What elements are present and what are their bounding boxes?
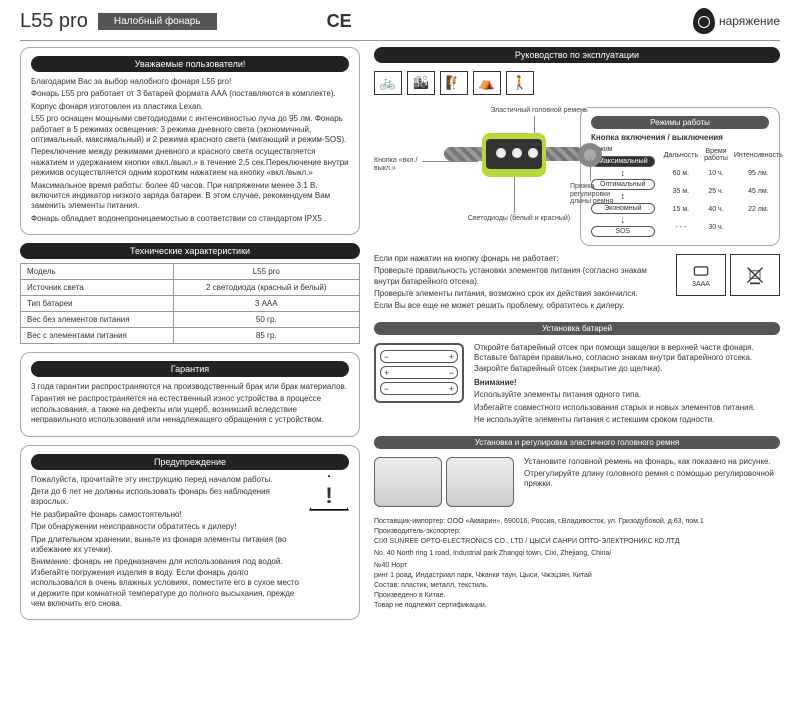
use-icons: 🚲 🏙 🧗 ⛺ 🚶 bbox=[374, 71, 780, 95]
footer-p: Поставщик-импортер: ООО «Акварин», 69001… bbox=[374, 517, 780, 526]
warning-p: При обнаружении неисправности обратитесь… bbox=[31, 522, 303, 532]
specs-table: МодельL55 proИсточник света2 светодиода … bbox=[20, 263, 360, 344]
battery-title: Установка батарей bbox=[374, 322, 780, 335]
footer-p: Производитель-экспортер: bbox=[374, 527, 780, 536]
modes-box: Режимы работы Кнопка включения / выключе… bbox=[580, 107, 780, 246]
table-row: Вес с элементами питания85 гр. bbox=[21, 328, 360, 344]
brand: наряжение bbox=[693, 8, 780, 34]
warranty-p: 3 года гарантии распространяются на прои… bbox=[31, 382, 349, 392]
table-row: Тип батареи3 ААА bbox=[21, 296, 360, 312]
intro-box: Уважаемые пользователи! Благодарим Вас з… bbox=[20, 47, 360, 235]
modes-table: Дальность Время работы Интенсивность 60 … bbox=[661, 146, 786, 237]
table-row: Источник света2 светодиода (красный и бе… bbox=[21, 280, 360, 296]
warning-p: Дети до 6 лет не должны использовать фон… bbox=[31, 487, 303, 508]
battery-cert-icon: 3ААА bbox=[676, 254, 726, 296]
table-row: 60 м.10 ч.95 лм. bbox=[661, 164, 786, 182]
climb-icon: 🧗 bbox=[440, 71, 468, 95]
mode-sos: SOS bbox=[591, 226, 655, 237]
table-row: Вес без элементов питания50 гр. bbox=[21, 312, 360, 328]
city-icon: 🏙 bbox=[407, 71, 435, 95]
trouble-p: Проверьте элементы питания, возможно сро… bbox=[374, 289, 666, 299]
subtitle: Налобный фонарь bbox=[98, 13, 217, 30]
warning-title: Предупреждение bbox=[31, 454, 349, 470]
table-row: 15 м.40 ч.22 лм. bbox=[661, 200, 786, 218]
footer-p: №40 Норт bbox=[374, 561, 780, 570]
warning-p: Не разбирайте фонарь самостоятельно! bbox=[31, 510, 303, 520]
strap-p: Отрегулируйте длину головного ремня с по… bbox=[524, 469, 780, 490]
hike-icon: 🚶 bbox=[506, 71, 534, 95]
warning-p: Внимание: фонарь не предназначен для исп… bbox=[31, 557, 303, 609]
intro-p: Переключение между режимами дневного и к… bbox=[31, 147, 349, 178]
model: L55 pro bbox=[20, 10, 88, 33]
warning-icon: ! bbox=[309, 475, 349, 511]
intro-p: Фонарь L55 pro работает от 3 батарей фор… bbox=[31, 89, 349, 99]
footer-p: Произведено в Китае. bbox=[374, 591, 780, 600]
hdr-dist: Дальность bbox=[661, 146, 701, 164]
warranty-p: Гарантия не распространяется на естестве… bbox=[31, 394, 349, 425]
table-row: - - -30 ч. bbox=[661, 219, 786, 237]
battery-p: Не используйте элементы питания с истекш… bbox=[474, 415, 780, 425]
bike-icon: 🚲 bbox=[374, 71, 402, 95]
warning-box: Предупреждение Пожалуйста, прочитайте эт… bbox=[20, 445, 360, 621]
trouble-p: Проверьте правильность установки элемент… bbox=[374, 266, 666, 287]
intro-p: Благодарим Вас за выбор налобного фонаря… bbox=[31, 77, 349, 87]
table-row: 35 м.25 ч.45 лм. bbox=[661, 182, 786, 200]
specs-box: Технические характеристики МодельL55 pro… bbox=[20, 243, 360, 344]
ce-mark: CE bbox=[327, 11, 352, 32]
warranty-title: Гарантия bbox=[31, 361, 349, 377]
footer: Поставщик-импортер: ООО «Акварин», 69001… bbox=[374, 517, 780, 612]
intro-p: Корпус фонаря изготовлен из пластика Lex… bbox=[31, 102, 349, 112]
intro-p: Максимальное время работы: более 40 часо… bbox=[31, 181, 349, 212]
manual-title: Руководство по эксплуатации bbox=[374, 47, 780, 63]
strap-title: Установка и регулировка эластичного голо… bbox=[374, 436, 780, 449]
intro-p: Фонарь обладает водонепроницаемостью в с… bbox=[31, 214, 349, 224]
intro-title: Уважаемые пользователи! bbox=[31, 56, 349, 72]
strap-figure bbox=[374, 457, 514, 507]
table-row: МодельL55 pro bbox=[21, 264, 360, 280]
modes-title: Режимы работы bbox=[591, 116, 769, 129]
brand-icon bbox=[693, 8, 715, 34]
warranty-box: Гарантия 3 года гарантии распространяютс… bbox=[20, 352, 360, 437]
battery-p: Используйте элементы питания одного типа… bbox=[474, 390, 780, 400]
warning-p: При длительном хранении, выньте из фонар… bbox=[31, 535, 303, 556]
footer-p: CIXI SUNREE OPTO-ELECTRONICS CO., LTD / … bbox=[374, 537, 780, 546]
label-leds: Светодиоды (белый и красный) bbox=[444, 215, 594, 223]
switch-label: Кнопка включения / выключения bbox=[591, 133, 769, 142]
battery-p: Откройте батарейный отсек при помощи защ… bbox=[474, 343, 780, 374]
trouble-p: Если Вы все еще не может решить проблему… bbox=[374, 301, 666, 311]
header: L55 pro Налобный фонарь CE наряжение bbox=[0, 0, 800, 38]
hdr-lm: Интенсивность bbox=[731, 146, 786, 164]
specs-title: Технические характеристики bbox=[20, 243, 360, 259]
hdr-time: Время работы bbox=[701, 146, 731, 164]
trouble-p: Если при нажатии на кнопку фонарь не раб… bbox=[374, 254, 666, 264]
label-strap: Эластичный головной ремень bbox=[484, 107, 594, 115]
footer-p: No. 40 North ring 1 road, Industrial par… bbox=[374, 549, 780, 558]
label-button: Кнопка «вкл./выкл.» bbox=[374, 157, 424, 172]
warning-p: Пожалуйста, прочитайте эту инструкцию пе… bbox=[31, 475, 303, 485]
weee-icon bbox=[730, 254, 780, 296]
intro-p: L55 pro оснащен мощными светодиодами с и… bbox=[31, 114, 349, 145]
footer-p: Товар не подлежит сертификации. bbox=[374, 601, 780, 610]
footer-p: Состав: пластик, металл, текстиль. bbox=[374, 581, 780, 590]
footer-p: ринг 1 роад, Индастриал парк, Чжанки тау… bbox=[374, 571, 780, 580]
divider bbox=[20, 40, 780, 41]
product-figure: Кнопка «вкл./выкл.» Эластичный головной … bbox=[374, 107, 570, 227]
label-buckle: Пряжка регулировки длины ремня bbox=[570, 183, 624, 206]
brand-text: наряжение bbox=[719, 14, 780, 28]
strap-p: Установите головной ремень на фонарь, ка… bbox=[524, 457, 780, 467]
battery-p: Избегайте совместного использования стар… bbox=[474, 403, 780, 413]
cert-label: 3ААА bbox=[692, 281, 710, 288]
battery-figure: −+ +− −+ bbox=[374, 343, 464, 403]
battery-warn: Внимание! bbox=[474, 378, 780, 388]
tent-icon: ⛺ bbox=[473, 71, 501, 95]
